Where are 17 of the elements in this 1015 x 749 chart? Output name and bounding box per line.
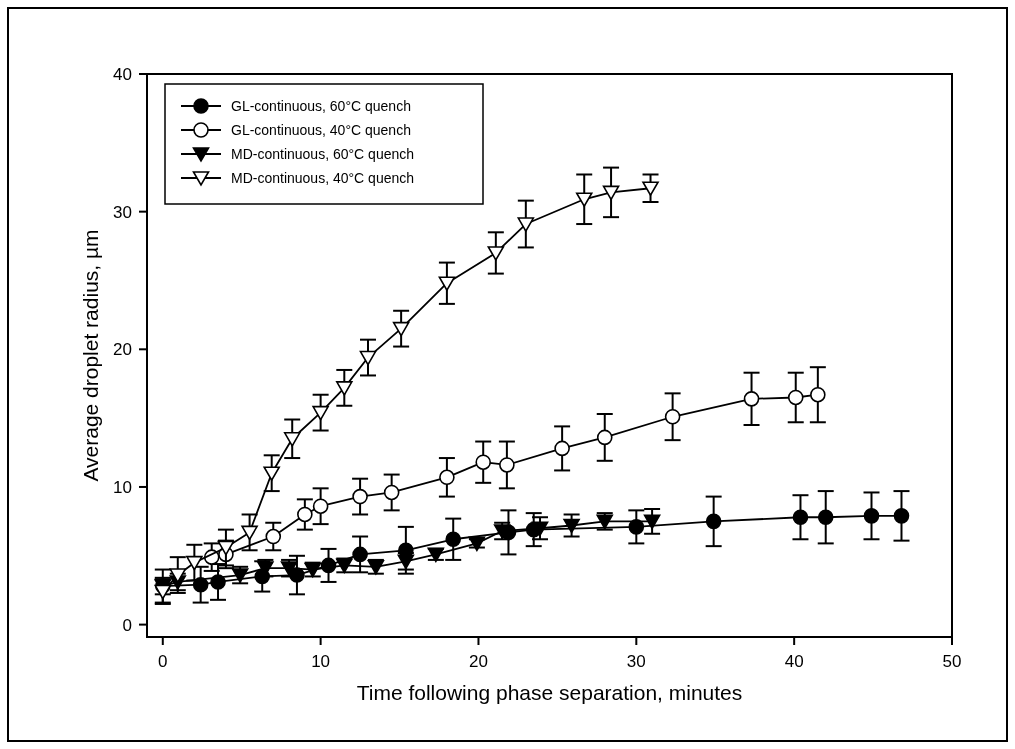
legend-label: MD-continuous, 60°C quench	[231, 146, 415, 162]
y-axis-title: Average droplet radius, µm	[79, 229, 102, 482]
x-tick-label: 30	[626, 652, 646, 671]
y-tick-label: 30	[113, 202, 132, 222]
y-tick-label: 10	[113, 477, 132, 497]
legend-label: MD-continuous, 40°C quench	[231, 170, 415, 186]
y-tick-label: 20	[113, 340, 132, 360]
x-tick-label: 20	[469, 652, 488, 671]
legend-label: GL-continuous, 60°C quench	[231, 98, 411, 114]
y-tick-label: 0	[122, 615, 132, 635]
x-tick-label: 0	[158, 652, 168, 671]
x-tick-label: 50	[942, 652, 962, 671]
x-axis-title: Time following phase separation, minutes	[356, 681, 743, 704]
x-tick-label: 10	[311, 652, 331, 671]
legend-label: GL-continuous, 40°C quench	[231, 122, 411, 138]
x-tick-label: 40	[784, 652, 804, 671]
y-tick-label: 40	[113, 65, 132, 84]
